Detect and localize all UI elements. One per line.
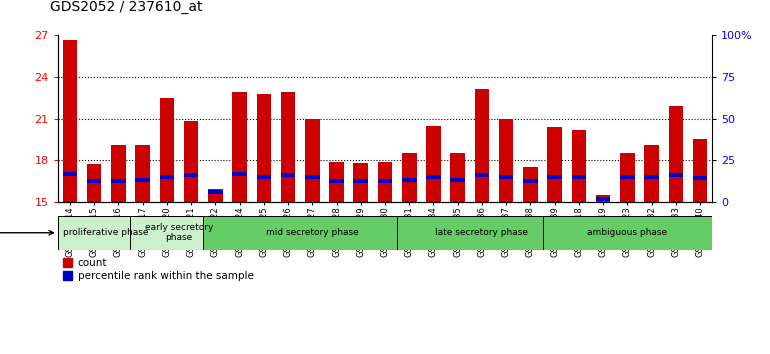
Bar xyxy=(450,153,465,202)
Bar xyxy=(58,216,155,250)
Bar xyxy=(693,176,708,180)
Text: ambiguous phase: ambiguous phase xyxy=(588,228,668,237)
Bar xyxy=(233,92,247,202)
Bar xyxy=(547,175,562,179)
Bar xyxy=(111,145,126,202)
Text: late secretory phase: late secretory phase xyxy=(436,228,528,237)
Bar xyxy=(208,189,223,202)
Bar xyxy=(547,127,562,202)
Bar xyxy=(330,179,343,183)
Bar xyxy=(87,164,102,202)
Bar xyxy=(136,145,150,202)
Bar xyxy=(281,92,296,202)
Bar xyxy=(523,167,537,202)
Bar xyxy=(130,216,227,250)
Bar xyxy=(620,153,634,202)
Bar xyxy=(330,161,343,202)
Text: other: other xyxy=(0,228,53,238)
Bar xyxy=(208,190,223,194)
Bar xyxy=(305,175,320,179)
Bar xyxy=(644,175,659,179)
Bar xyxy=(136,178,150,182)
Bar xyxy=(353,179,368,183)
Text: GDS2052 / 237610_at: GDS2052 / 237610_at xyxy=(50,0,203,14)
Bar xyxy=(571,130,586,202)
Bar xyxy=(203,216,421,250)
Bar xyxy=(499,119,514,202)
Bar xyxy=(378,161,392,202)
Bar xyxy=(281,173,296,177)
Bar xyxy=(378,179,392,183)
Bar xyxy=(111,179,126,183)
Bar xyxy=(233,172,247,176)
Bar xyxy=(402,153,417,202)
Bar xyxy=(474,173,489,177)
Bar xyxy=(256,175,271,179)
Bar xyxy=(397,216,567,250)
Bar xyxy=(474,90,489,202)
Text: early secretory
phase: early secretory phase xyxy=(145,223,213,242)
Bar xyxy=(499,175,514,179)
Bar xyxy=(62,172,77,176)
Bar xyxy=(256,93,271,202)
Bar xyxy=(353,163,368,202)
Bar xyxy=(159,98,174,202)
Bar xyxy=(523,179,537,183)
Bar xyxy=(668,106,683,202)
Bar xyxy=(184,173,199,177)
Bar xyxy=(571,175,586,179)
Bar xyxy=(184,121,199,202)
Bar xyxy=(305,119,320,202)
Bar xyxy=(668,173,683,177)
Bar xyxy=(450,178,465,182)
Bar xyxy=(620,175,634,179)
Bar xyxy=(87,179,102,183)
Bar xyxy=(427,175,440,179)
Bar xyxy=(159,175,174,179)
Bar xyxy=(644,145,659,202)
Bar xyxy=(402,178,417,182)
Bar xyxy=(62,40,77,202)
Text: proliferative phase: proliferative phase xyxy=(63,228,149,237)
Text: mid secretory phase: mid secretory phase xyxy=(266,228,359,237)
Bar xyxy=(596,197,611,201)
Bar xyxy=(693,139,708,202)
Bar xyxy=(596,195,611,202)
Legend: count, percentile rank within the sample: count, percentile rank within the sample xyxy=(63,258,253,281)
Bar xyxy=(543,216,712,250)
Bar xyxy=(427,126,440,202)
